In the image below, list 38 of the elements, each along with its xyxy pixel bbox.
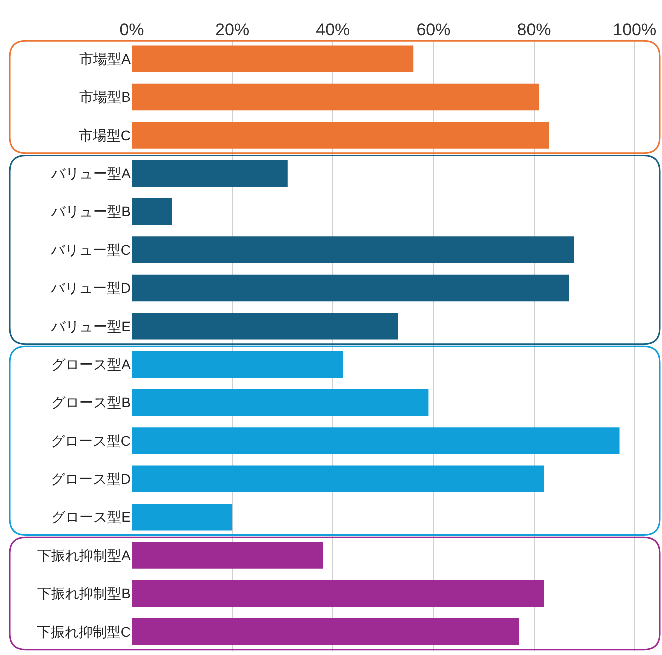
bar: [132, 313, 399, 340]
bar: [132, 428, 620, 454]
bar: [132, 46, 414, 72]
bar: [132, 618, 520, 646]
bar: [132, 84, 540, 111]
y-tick-label: バリュー型A: [50, 166, 132, 182]
y-tick-label: グロース型A: [52, 356, 132, 372]
y-tick-label: バリュー型B: [50, 204, 131, 220]
y-tick-label: 下振れ抑制型B: [38, 586, 131, 602]
y-tick-label: 下振れ抑制型C: [36, 624, 131, 640]
y-tick-label: グロース型B: [52, 394, 131, 411]
y-tick-label: グロース型E: [52, 509, 131, 526]
y-tick-label: 市場型C: [78, 127, 131, 144]
y-tick-label: バリュー型E: [50, 318, 131, 334]
bar: [132, 542, 324, 569]
bar: [132, 580, 544, 608]
y-tick-label: グロース型C: [50, 432, 131, 449]
y-tick-label: グロース型D: [50, 471, 131, 488]
bar: [132, 504, 233, 531]
y-tick-label: 下振れ抑制型A: [38, 547, 132, 564]
bar: [132, 198, 172, 226]
x-tick-label: 20%: [216, 20, 250, 40]
x-tick-label: 60%: [416, 20, 451, 40]
y-tick-label: バリュー型D: [50, 280, 131, 296]
y-tick-label: 市場型A: [80, 50, 132, 67]
x-tick-label: 40%: [316, 20, 350, 40]
y-tick-label: バリュー型C: [50, 242, 131, 258]
bar: [132, 466, 544, 493]
bar: [132, 236, 575, 264]
bar: [132, 274, 570, 302]
x-tick-label: 100%: [613, 20, 657, 40]
bar: [132, 389, 429, 416]
x-tick-label: 80%: [517, 20, 552, 40]
bar: [132, 160, 288, 188]
y-tick-label: 市場型B: [80, 89, 131, 106]
bar: [132, 122, 550, 149]
x-tick-label: 0%: [120, 20, 144, 40]
bar: [132, 351, 344, 378]
